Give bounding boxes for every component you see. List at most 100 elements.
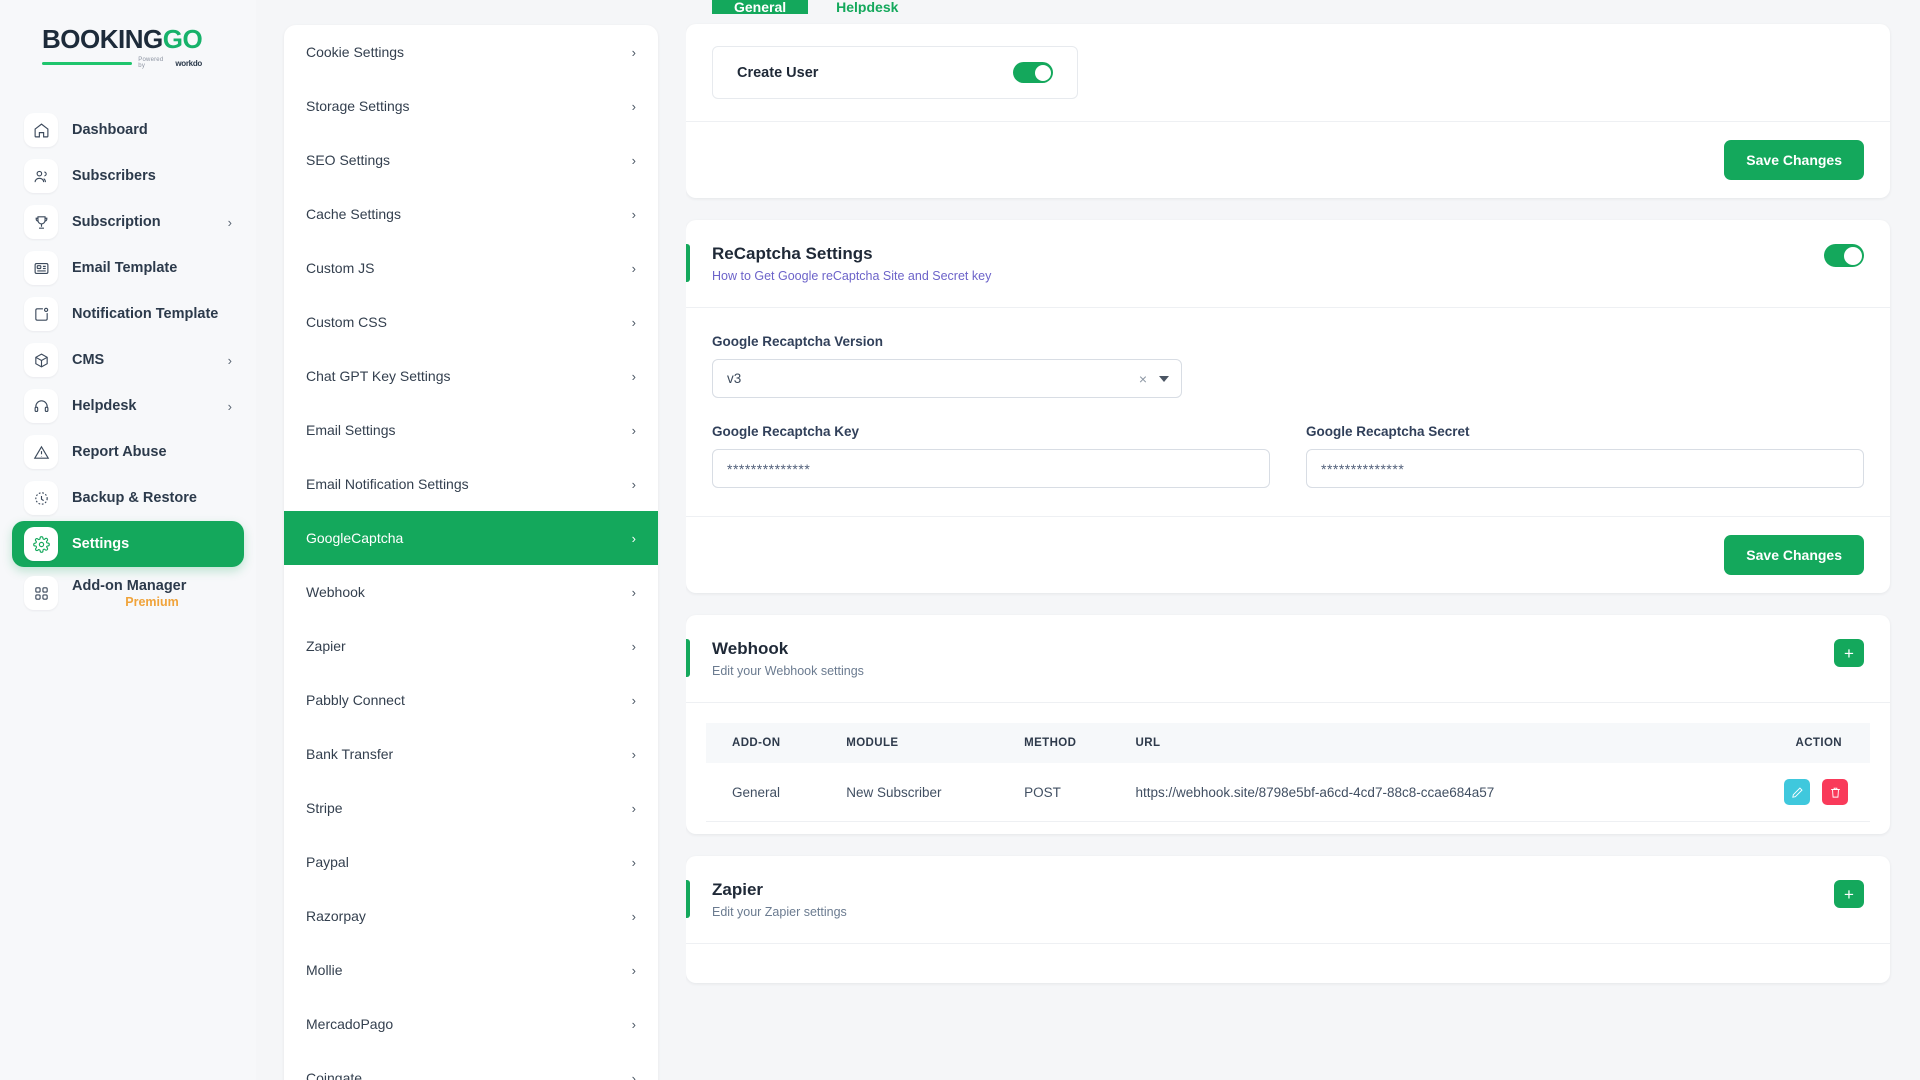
save-changes-button-general[interactable]: Save Changes	[1724, 140, 1864, 180]
delete-webhook-button[interactable]	[1822, 779, 1848, 805]
recaptcha-enable-toggle[interactable]	[1824, 244, 1864, 267]
zapier-panel: Zapier Edit your Zapier settings +	[686, 856, 1890, 983]
save-changes-button-recaptcha[interactable]: Save Changes	[1724, 535, 1864, 575]
premium-badge: Premium	[125, 594, 179, 609]
sidebar-item-cms[interactable]: CMS ›	[12, 337, 244, 383]
sidebar-item-label: Notification Template	[72, 306, 219, 322]
add-webhook-button[interactable]: +	[1834, 639, 1864, 667]
settings-item-coingate[interactable]: Coingate ›	[284, 1051, 658, 1080]
chevron-right-icon: ›	[631, 854, 636, 870]
recaptcha-body: Google Recaptcha Version v3 × Google Rec…	[686, 307, 1890, 494]
sidebar-item-dashboard[interactable]: Dashboard	[12, 107, 244, 153]
cell-url: https://webhook.site/8798e5bf-a6cd-4cd7-…	[1125, 763, 1710, 822]
column-header-action: ACTION	[1709, 723, 1870, 763]
add-zapier-button[interactable]: +	[1834, 880, 1864, 908]
create-user-toggle[interactable]	[1013, 62, 1053, 83]
chevron-down-icon[interactable]	[1159, 375, 1169, 382]
backup-icon	[24, 481, 58, 515]
settings-item-cookie-settings[interactable]: Cookie Settings ›	[284, 25, 658, 79]
accent-bar	[686, 639, 690, 677]
settings-item-label: Cache Settings	[306, 206, 401, 222]
brand-powered-by: Powered by workdo	[42, 57, 202, 69]
brand-logo[interactable]: BOOKINGGO Powered by workdo	[0, 10, 256, 69]
sidebar-item-subscription[interactable]: Subscription ›	[12, 199, 244, 245]
home-icon	[24, 113, 58, 147]
settings-item-bank-transfer[interactable]: Bank Transfer ›	[284, 727, 658, 781]
settings-item-paypal[interactable]: Paypal ›	[284, 835, 658, 889]
settings-item-label: Storage Settings	[306, 98, 410, 114]
chevron-right-icon: ›	[631, 746, 636, 762]
sidebar: BOOKINGGO Powered by workdo Dashboard Su…	[0, 0, 256, 1080]
sidebar-item-label: Email Template	[72, 260, 178, 276]
recaptcha-secret-input[interactable]	[1306, 449, 1864, 488]
toggle-knob	[1843, 246, 1862, 265]
tab-general[interactable]: General	[712, 0, 809, 14]
main-content: General Helpdesk Create User Save Change…	[686, 0, 1920, 1080]
sidebar-item-addon-manager[interactable]: Add-on Manager Premium	[12, 567, 244, 619]
settings-item-custom-css[interactable]: Custom CSS ›	[284, 295, 658, 349]
sidebar-item-report-abuse[interactable]: Report Abuse	[12, 429, 244, 475]
zapier-header: Zapier Edit your Zapier settings +	[686, 856, 1890, 943]
sidebar-item-backup-restore[interactable]: Backup & Restore	[12, 475, 244, 521]
general-panel-footer: Save Changes	[686, 121, 1890, 198]
recaptcha-version-select[interactable]: v3 ×	[712, 359, 1182, 398]
settings-list-panel: Cookie Settings › Storage Settings › SEO…	[256, 0, 686, 1080]
settings-item-stripe[interactable]: Stripe ›	[284, 781, 658, 835]
sidebar-item-email-template[interactable]: Email Template	[12, 245, 244, 291]
webhook-subtitle: Edit your Webhook settings	[712, 664, 864, 678]
recaptcha-help-link[interactable]: How to Get Google reCaptcha Site and Sec…	[712, 269, 992, 283]
recaptcha-panel: ReCaptcha Settings How to Get Google reC…	[686, 220, 1890, 593]
sidebar-item-helpdesk[interactable]: Helpdesk ›	[12, 383, 244, 429]
settings-item-mercadopago[interactable]: MercadoPago ›	[284, 997, 658, 1051]
recaptcha-key-fields: Google Recaptcha Key Google Recaptcha Se…	[712, 424, 1864, 488]
settings-item-email-notification-settings[interactable]: Email Notification Settings ›	[284, 457, 658, 511]
webhook-panel: Webhook Edit your Webhook settings + ADD…	[686, 615, 1890, 834]
sidebar-item-label: Dashboard	[72, 122, 148, 138]
tab-helpdesk[interactable]: Helpdesk	[836, 0, 899, 14]
settings-item-seo-settings[interactable]: SEO Settings ›	[284, 133, 658, 187]
settings-item-label: Custom JS	[306, 260, 375, 276]
recaptcha-key-input[interactable]	[712, 449, 1270, 488]
settings-item-mollie[interactable]: Mollie ›	[284, 943, 658, 997]
settings-item-cache-settings[interactable]: Cache Settings ›	[284, 187, 658, 241]
settings-item-storage-settings[interactable]: Storage Settings ›	[284, 79, 658, 133]
chevron-right-icon: ›	[631, 638, 636, 654]
settings-item-label: SEO Settings	[306, 152, 391, 168]
chevron-right-icon: ›	[631, 1016, 636, 1032]
edit-webhook-button[interactable]	[1784, 779, 1811, 805]
recaptcha-version-label: Google Recaptcha Version	[712, 334, 884, 349]
settings-item-label: Mollie	[306, 962, 343, 978]
settings-item-razorpay[interactable]: Razorpay ›	[284, 889, 658, 943]
sidebar-item-subscribers[interactable]: Subscribers	[12, 153, 244, 199]
settings-item-email-settings[interactable]: Email Settings ›	[284, 403, 658, 457]
settings-item-webhook[interactable]: Webhook ›	[284, 565, 658, 619]
settings-item-pabbly-connect[interactable]: Pabbly Connect ›	[284, 673, 658, 727]
sidebar-nav: Dashboard Subscribers Subscription ›	[0, 107, 256, 619]
column-header-method: METHOD	[1014, 723, 1126, 763]
settings-item-label: Webhook	[306, 584, 365, 600]
column-header-url: URL	[1125, 723, 1710, 763]
clear-icon[interactable]: ×	[1138, 370, 1147, 387]
column-header-module: MODULE	[836, 723, 1015, 763]
sidebar-item-label: Subscribers	[72, 168, 156, 184]
settings-item-label: MercadoPago	[306, 1016, 394, 1032]
settings-item-custom-js[interactable]: Custom JS ›	[284, 241, 658, 295]
settings-item-label: Email Notification Settings	[306, 476, 469, 492]
settings-item-chat-gpt-key-settings[interactable]: Chat GPT Key Settings ›	[284, 349, 658, 403]
chevron-right-icon: ›	[227, 214, 232, 230]
chevron-right-icon: ›	[631, 962, 636, 978]
webhook-header-text: Webhook Edit your Webhook settings	[712, 639, 864, 678]
webhook-header: Webhook Edit your Webhook settings +	[686, 615, 1890, 702]
chevron-right-icon: ›	[631, 530, 636, 546]
users-icon	[24, 159, 58, 193]
sidebar-item-notification-template[interactable]: Notification Template	[12, 291, 244, 337]
table-row: General New Subscriber POST https://webh…	[706, 763, 1870, 822]
chevron-right-icon: ›	[631, 44, 636, 60]
sidebar-item-settings[interactable]: Settings	[12, 521, 244, 567]
gear-icon	[24, 527, 58, 561]
settings-item-label: Email Settings	[306, 422, 396, 438]
brand-name-part1: BOOKING	[42, 24, 163, 54]
settings-item-zapier[interactable]: Zapier ›	[284, 619, 658, 673]
table-header-row: ADD-ON MODULE METHOD URL ACTION	[706, 723, 1870, 763]
settings-item-googlecaptcha[interactable]: GoogleCaptcha ›	[284, 511, 658, 565]
